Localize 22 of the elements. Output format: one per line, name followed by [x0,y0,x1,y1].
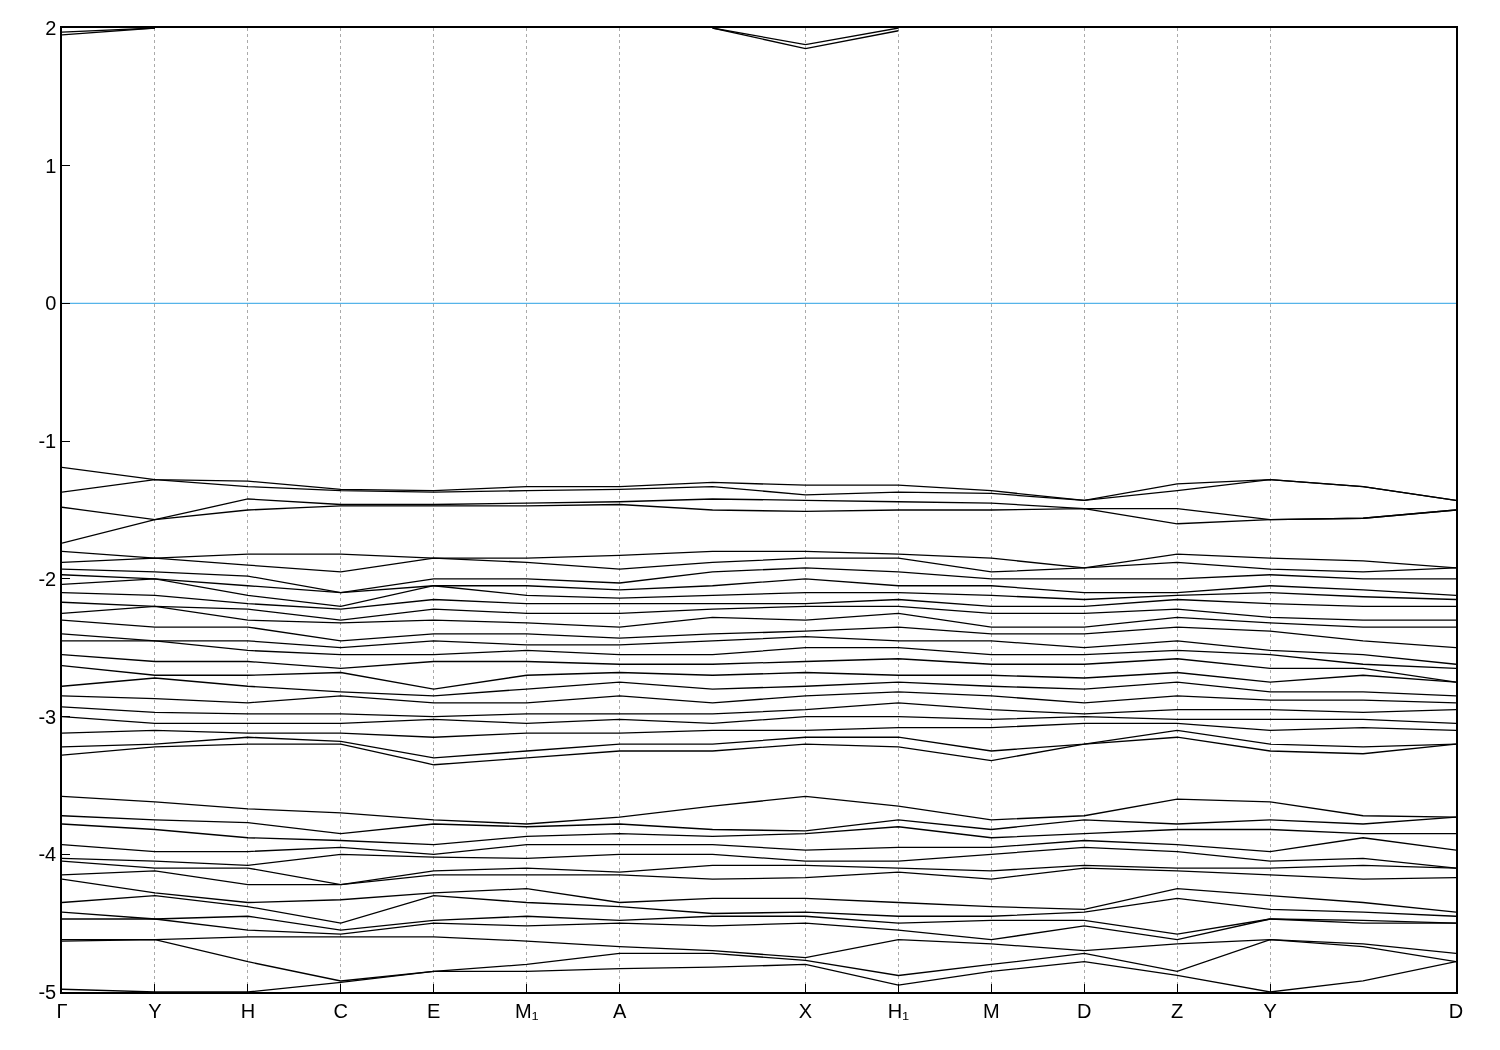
x-tick-label: A [612,999,627,1022]
x-tick-label: Y [1263,999,1277,1022]
x-tick-label: H [240,999,256,1022]
y-tick-label: -5 [38,981,57,1003]
x-tick-label: E [427,999,441,1022]
x-tick-label: X [798,999,813,1022]
y-tick-label: -1 [38,430,57,453]
x-tick-label: M₁ [514,999,539,1022]
y-tick-label: -2 [38,567,57,590]
x-tick-label: D [1077,999,1092,1022]
x-tick-label: M [982,999,1000,1022]
x-tick-label: D [1448,999,1464,1022]
x-tick-label: Z [1171,999,1184,1022]
x-tick-label: H₁ [887,999,910,1022]
y-tick-label: 0 [45,292,57,315]
x-tick-label: Γ [56,999,68,1022]
x-tick-label: C [333,999,349,1022]
y-tick-label: -4 [38,843,57,866]
y-tick-label: -3 [38,705,57,728]
x-tick-label: Y [148,999,162,1022]
y-tick-label: 2 [45,17,57,39]
y-tick-label: 1 [45,154,57,177]
